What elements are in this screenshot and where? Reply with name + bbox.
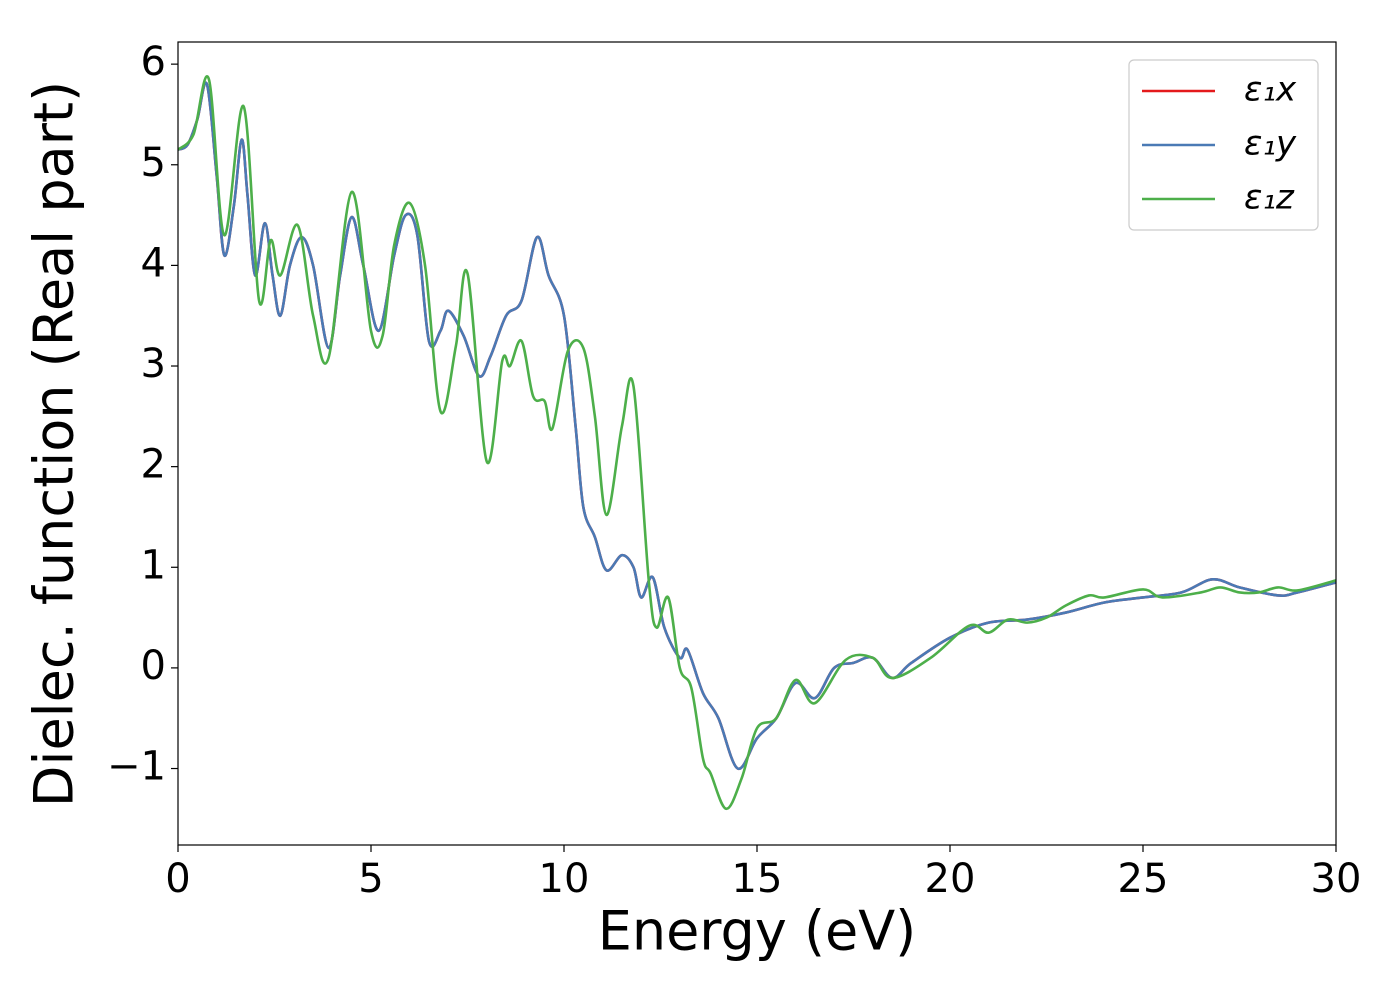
- x-tick-label: 0: [165, 856, 190, 902]
- x-axis-label: Energy (eV): [598, 900, 917, 963]
- x-tick-label: 20: [925, 856, 976, 902]
- y-tick-label: 2: [141, 442, 166, 488]
- x-tick-label: 5: [358, 856, 383, 902]
- legend: ε₁x ε₁y ε₁z: [1128, 59, 1319, 231]
- y-tick-label: 3: [141, 341, 166, 387]
- y-tick-label: −1: [107, 744, 166, 790]
- line-series: [178, 75, 1336, 811]
- y-tick-label: 5: [141, 140, 166, 186]
- y-tick-label: 1: [141, 542, 166, 588]
- legend-label: ε₁y: [1244, 124, 1297, 164]
- x-tick-label: 10: [539, 856, 590, 902]
- line-series: [178, 81, 1336, 770]
- y-tick-label: 6: [141, 39, 166, 85]
- legend-box: [1128, 59, 1319, 231]
- plot-frame: [177, 41, 1337, 846]
- x-tick-label: 15: [732, 856, 783, 902]
- legend-label: ε₁x: [1244, 70, 1297, 110]
- x-tick-label: 25: [1118, 856, 1169, 902]
- legend-label: ε₁z: [1244, 178, 1295, 218]
- y-axis-label: Dielec. function (Real part): [23, 81, 86, 807]
- y-tick-label: 4: [141, 240, 166, 286]
- x-tick-label: 30: [1311, 856, 1362, 902]
- y-tick-label: 0: [141, 643, 166, 689]
